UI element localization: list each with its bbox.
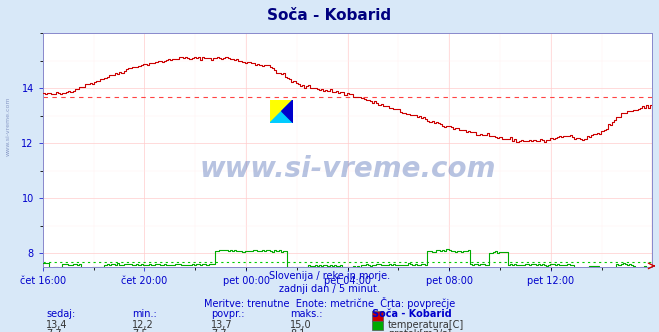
Text: Slovenija / reke in morje.: Slovenija / reke in morje.	[269, 271, 390, 281]
Text: Soča - Kobarid: Soča - Kobarid	[268, 8, 391, 23]
Text: min.:: min.:	[132, 309, 157, 319]
Text: povpr.:: povpr.:	[211, 309, 244, 319]
Text: 13,4: 13,4	[46, 320, 68, 330]
Text: 15,0: 15,0	[290, 320, 312, 330]
Text: 7,7: 7,7	[46, 329, 62, 332]
Text: 7,7: 7,7	[211, 329, 227, 332]
Text: sedaj:: sedaj:	[46, 309, 75, 319]
Polygon shape	[270, 100, 293, 123]
Text: 13,7: 13,7	[211, 320, 233, 330]
Text: 7,5: 7,5	[132, 329, 148, 332]
Text: www.si-vreme.com: www.si-vreme.com	[5, 96, 11, 156]
Polygon shape	[282, 100, 293, 123]
Text: Soča - Kobarid: Soča - Kobarid	[372, 309, 452, 319]
Text: Meritve: trenutne  Enote: metrične  Črta: povprečje: Meritve: trenutne Enote: metrične Črta: …	[204, 297, 455, 309]
Text: pretok[m3/s]: pretok[m3/s]	[388, 329, 451, 332]
Text: 8,1: 8,1	[290, 329, 305, 332]
Text: 12,2: 12,2	[132, 320, 154, 330]
Polygon shape	[270, 100, 293, 123]
Text: www.si-vreme.com: www.si-vreme.com	[200, 155, 496, 183]
Text: zadnji dan / 5 minut.: zadnji dan / 5 minut.	[279, 284, 380, 294]
Text: temperatura[C]: temperatura[C]	[388, 320, 465, 330]
Text: maks.:: maks.:	[290, 309, 322, 319]
